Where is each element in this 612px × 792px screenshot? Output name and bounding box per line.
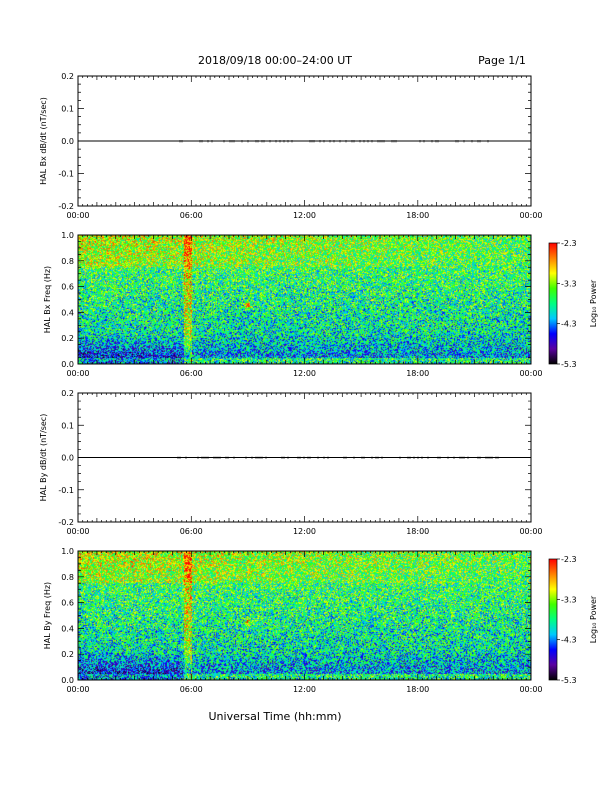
y-ticks — [78, 234, 531, 365]
y-tick-label: -0.1 — [58, 486, 74, 495]
y-axis-label: HAL By Freq (Hz) — [43, 582, 52, 649]
y-ticks — [78, 392, 531, 523]
x-tick-label: 18:00 — [406, 211, 429, 220]
colorbar-tick-label: -3.3 — [561, 595, 577, 604]
page-number: Page 1/1 — [478, 54, 526, 67]
colorbar-tick-label: -2.3 — [561, 555, 577, 564]
x-ticks — [77, 551, 532, 680]
x-tick-label: 06:00 — [180, 685, 203, 694]
y-tick-label: 0.0 — [61, 454, 74, 463]
x-tick-label: 00:00 — [66, 527, 89, 536]
x-axis-title: Universal Time (hh:mm) — [209, 710, 342, 723]
colorbar-tick-label: -3.3 — [561, 279, 577, 288]
colorbar-label: Log₁₀ Power — [589, 279, 598, 327]
y-ticks — [78, 550, 531, 681]
x-tick-label: 06:00 — [180, 211, 203, 220]
colorbar-tick-label: -2.3 — [561, 239, 577, 248]
spectrogram-image — [78, 235, 531, 364]
panel-4: 00:00 06:00 12:00 18:00 00:00 1.0 0.8 0.6 0.4 0.2… — [43, 547, 598, 694]
y-tick-label: 0.8 — [61, 257, 74, 266]
y-tick-label: 0.6 — [61, 283, 74, 292]
y-tick-label: 1.0 — [61, 547, 74, 556]
x-tick-label: 00:00 — [519, 369, 542, 378]
x-tick-label: 18:00 — [406, 527, 429, 536]
panels-group: 00:00 06:00 12:00 18:00 00:00 0.2 0.1 0.0 -0.1 -0… — [39, 72, 598, 694]
y-tick-label: 0.0 — [61, 360, 74, 369]
y-tick-label: 0.4 — [61, 308, 74, 317]
y-tick-label: 0.1 — [61, 421, 74, 430]
colorbar-label: Log₁₀ Power — [589, 595, 598, 643]
series-noise — [179, 140, 489, 143]
x-tick-label: 12:00 — [293, 369, 316, 378]
colorbar-tick-label: -4.3 — [561, 320, 577, 329]
panel-1: 00:00 06:00 12:00 18:00 00:00 0.2 0.1 0.0 -0.1 -0… — [39, 72, 543, 220]
y-tick-label: 0.0 — [61, 676, 74, 685]
x-tick-label: 12:00 — [293, 527, 316, 536]
y-tick-label: 0.8 — [61, 573, 74, 582]
y-tick-label: -0.2 — [58, 518, 74, 527]
y-tick-label: 1.0 — [61, 231, 74, 240]
colorbar — [548, 558, 558, 681]
spectrogram-image — [78, 551, 531, 680]
y-axis-label: HAL By dB/dt (nT/sec) — [39, 414, 48, 502]
panel-3: 00:00 06:00 12:00 18:00 00:00 0.2 0.1 0.0 -0.1 -0… — [39, 389, 543, 536]
y-tick-label: 0.0 — [61, 137, 74, 146]
x-tick-label: 18:00 — [406, 685, 429, 694]
x-tick-label: 00:00 — [66, 369, 89, 378]
x-tick-label: 12:00 — [293, 685, 316, 694]
series-noise — [177, 456, 499, 459]
colorbar-tick-label: -4.3 — [561, 636, 577, 645]
y-ticks — [78, 75, 531, 207]
y-axis-label: HAL Bx Freq (Hz) — [43, 266, 52, 333]
y-axis-label: HAL Bx dB/dt (nT/sec) — [39, 97, 48, 185]
x-tick-label: 00:00 — [519, 211, 542, 220]
x-tick-label: 00:00 — [66, 211, 89, 220]
y-tick-label: 0.2 — [61, 334, 74, 343]
x-tick-label: 06:00 — [180, 369, 203, 378]
y-tick-label: -0.1 — [58, 170, 74, 179]
colorbar-tick-label: -5.3 — [561, 676, 577, 685]
x-ticks — [77, 76, 532, 206]
x-tick-label: 12:00 — [293, 211, 316, 220]
y-tick-label: -0.2 — [58, 202, 74, 211]
colorbar — [548, 242, 558, 365]
panel-2: 00:00 06:00 12:00 18:00 00:00 1.0 0.8 0.6 0.4 0.2… — [43, 231, 598, 378]
x-ticks — [77, 235, 532, 364]
figure-title: 2018/09/18 00:00–24:00 UT — [198, 54, 352, 67]
x-tick-label: 18:00 — [406, 369, 429, 378]
y-tick-label: 0.2 — [61, 72, 74, 81]
y-tick-label: 0.2 — [61, 389, 74, 398]
y-tick-label: 0.1 — [61, 105, 74, 114]
colorbar-tick-label: -5.3 — [561, 360, 577, 369]
x-tick-label: 00:00 — [519, 527, 542, 536]
y-tick-label: 0.6 — [61, 599, 74, 608]
y-tick-label: 0.2 — [61, 650, 74, 659]
y-tick-label: 0.4 — [61, 624, 74, 633]
x-tick-label: 00:00 — [66, 685, 89, 694]
x-ticks — [77, 393, 532, 522]
x-tick-label: 00:00 — [519, 685, 542, 694]
x-tick-label: 06:00 — [180, 527, 203, 536]
